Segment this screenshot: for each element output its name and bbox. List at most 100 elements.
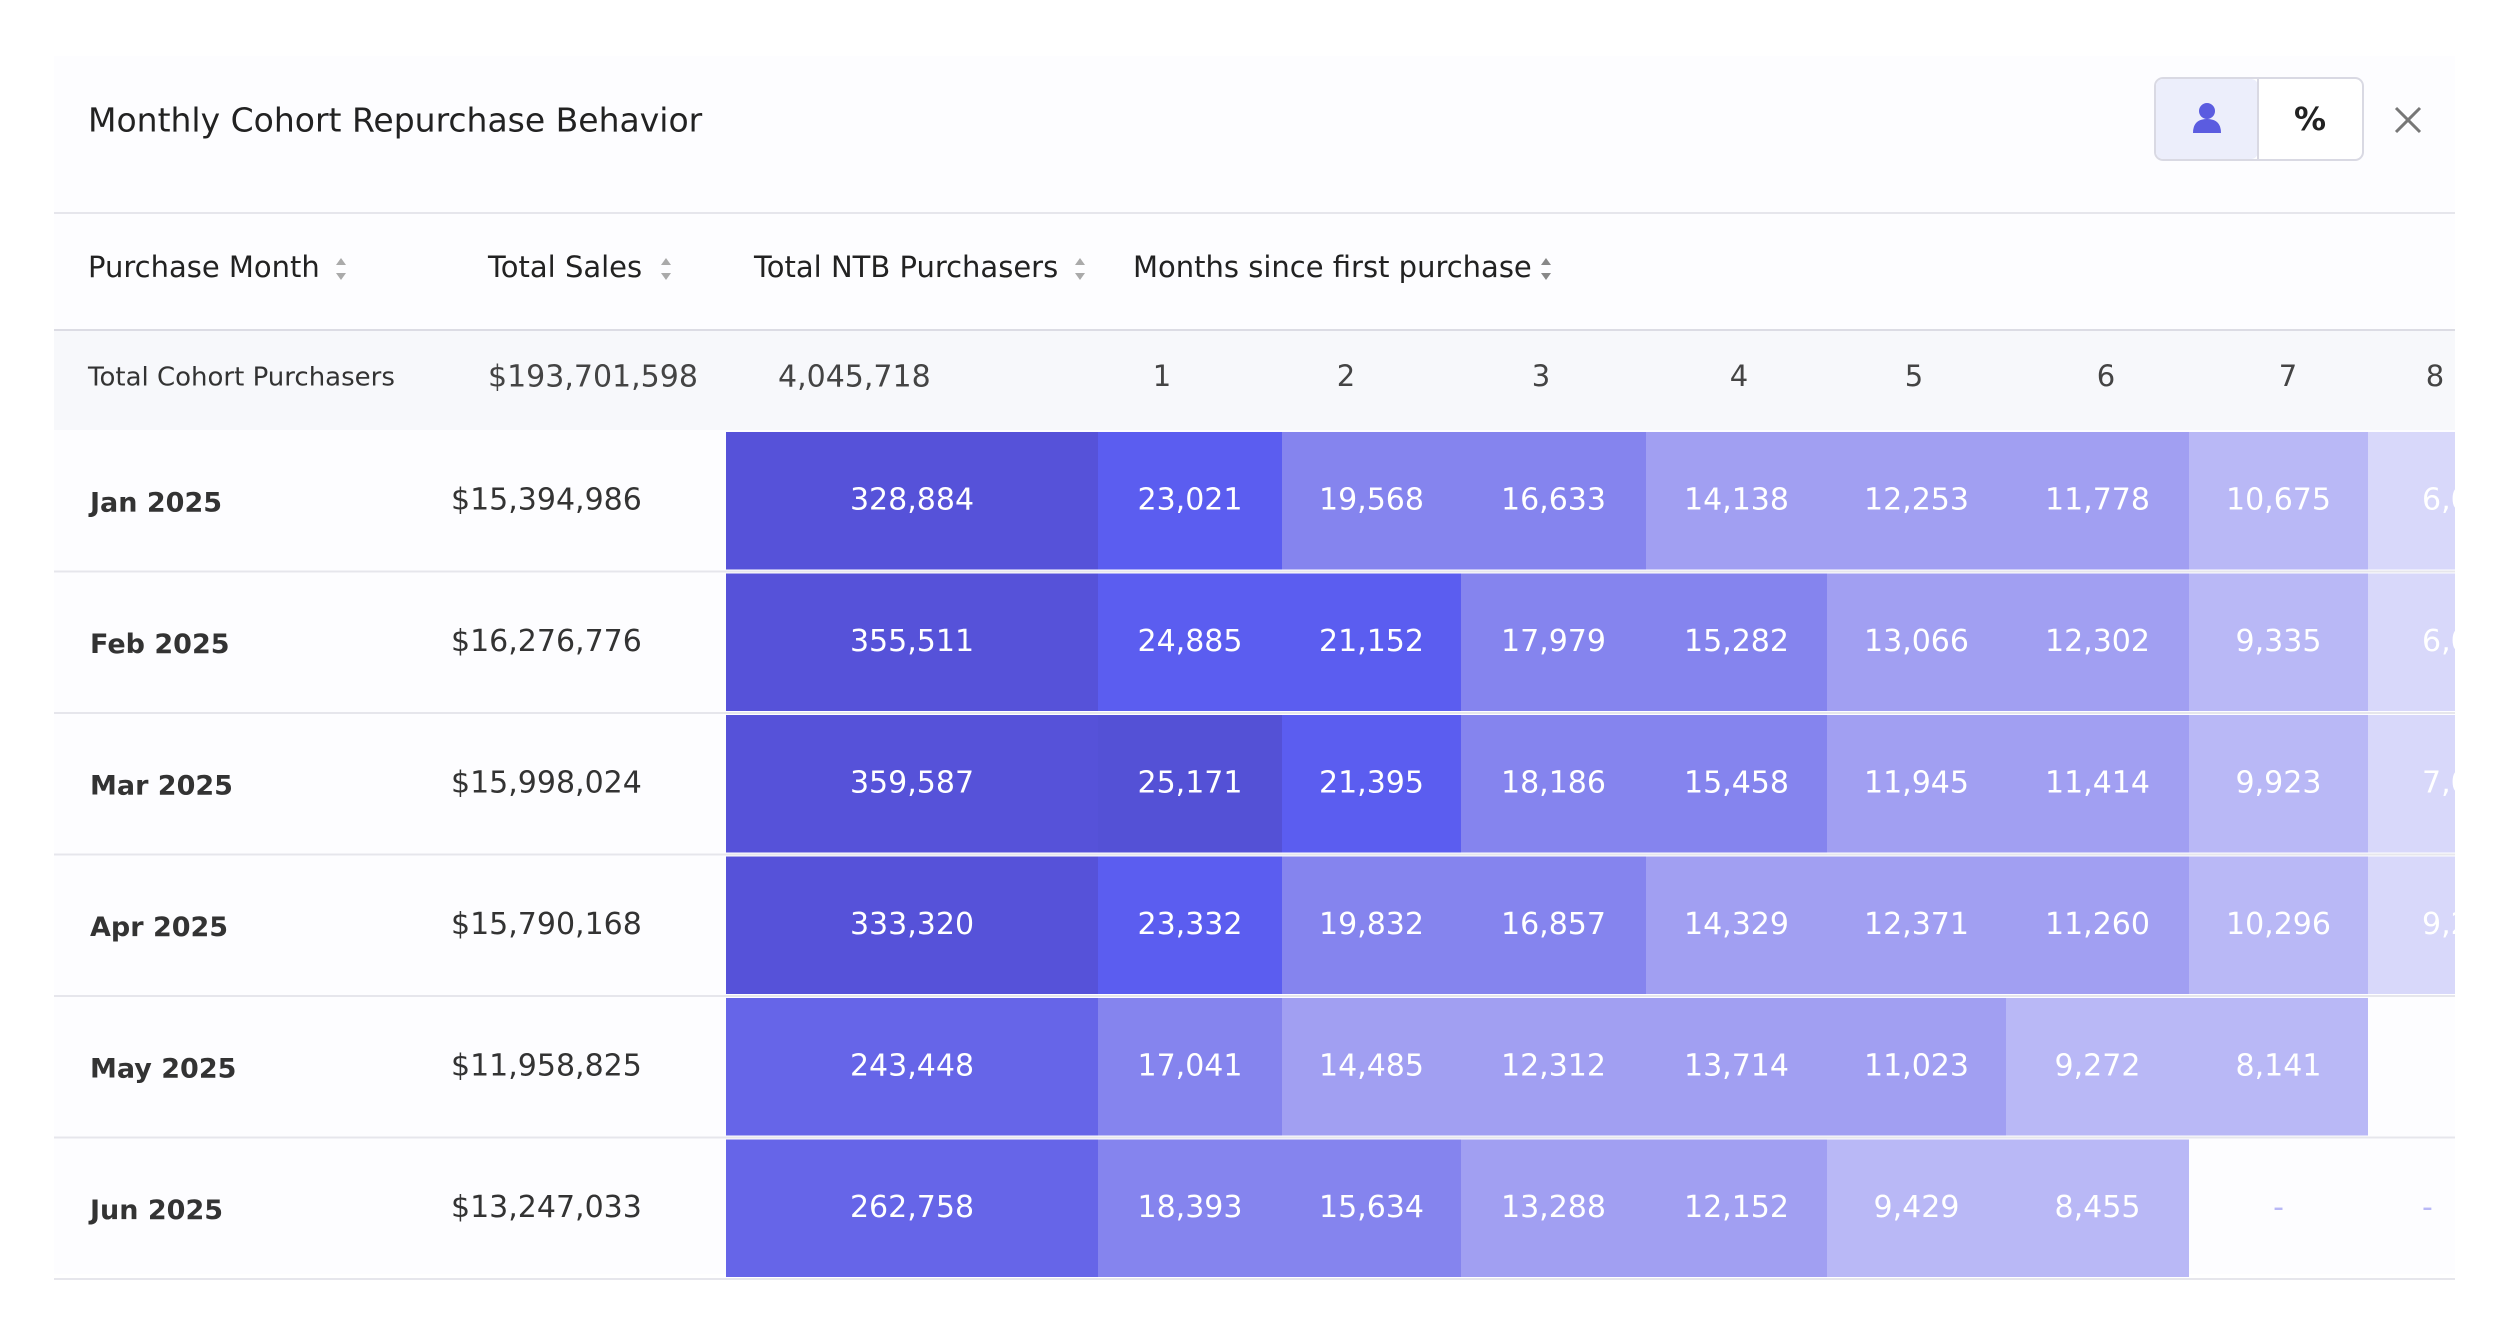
heat-cell xyxy=(1098,432,1282,570)
month-index: 6 xyxy=(2097,359,2115,393)
cohort-value: 17,979 xyxy=(1501,624,1606,659)
column-header[interactable]: Total Sales xyxy=(487,250,642,284)
cohort-value: 18,393 xyxy=(1138,1190,1243,1225)
sort-icon[interactable] xyxy=(661,258,671,280)
heat-cell xyxy=(2006,715,2189,853)
heat-cell xyxy=(1098,573,1282,711)
heat-cell xyxy=(1282,1139,1461,1277)
row-sales: $16,276,776 xyxy=(451,624,642,659)
heat-cell xyxy=(726,856,1098,994)
month-index: 8 xyxy=(2426,359,2444,393)
row-month: Apr 2025 xyxy=(90,912,228,943)
month-index: 3 xyxy=(1532,359,1550,393)
heat-cell xyxy=(1461,573,1646,711)
column-header[interactable]: Total NTB Purchasers xyxy=(753,250,1058,284)
cohort-value: - xyxy=(2273,1190,2284,1225)
ntb-value: 328,884 xyxy=(850,482,974,517)
sort-icon[interactable] xyxy=(1541,258,1551,280)
totals-label: Total Cohort Purchasers xyxy=(87,363,395,393)
row-sales: $15,790,168 xyxy=(451,907,642,942)
row-month: Mar 2025 xyxy=(90,770,233,801)
heat-cell xyxy=(1461,856,1646,994)
sort-icon[interactable] xyxy=(336,258,346,280)
totals-sales: $193,701,598 xyxy=(488,360,698,395)
heat-cell xyxy=(1461,715,1646,853)
heat-cell xyxy=(726,573,1098,711)
cohort-value: 17,041 xyxy=(1138,1048,1243,1083)
column-header[interactable]: Purchase Month xyxy=(88,250,320,284)
ntb-value: 262,758 xyxy=(850,1190,974,1225)
cohort-value: 13,714 xyxy=(1684,1048,1789,1083)
heat-cell xyxy=(1098,1139,1282,1277)
heat-cell xyxy=(2368,715,2455,853)
cohort-value: 13,288 xyxy=(1501,1190,1606,1225)
row-month: Jan 2025 xyxy=(88,487,222,518)
heat-cell xyxy=(1098,998,1282,1136)
cohort-value: 21,152 xyxy=(1319,624,1424,659)
percent-view-button[interactable]: % xyxy=(2294,100,2326,138)
heat-cell xyxy=(2006,573,2189,711)
ntb-value: 359,587 xyxy=(850,765,974,800)
cohort-value: 9,429 xyxy=(1874,1190,1960,1225)
cohort-value: 9,335 xyxy=(2236,624,2322,659)
heat-cell xyxy=(1461,1139,1646,1277)
cohort-value: 6,0 xyxy=(2422,624,2470,659)
cohort-value: 10,675 xyxy=(2226,482,2331,517)
heat-cell xyxy=(1282,432,1461,570)
ntb-value: 243,448 xyxy=(850,1048,974,1083)
cohort-value: 21,395 xyxy=(1319,765,1424,800)
cohort-value: 7,0 xyxy=(2422,765,2470,800)
heat-cell xyxy=(1282,856,1461,994)
heat-cell xyxy=(1098,856,1282,994)
cohort-value: 14,329 xyxy=(1684,907,1789,942)
row-month: Jun 2025 xyxy=(88,1195,223,1226)
cohort-value: 9,272 xyxy=(2055,1048,2141,1083)
heat-cell xyxy=(2368,856,2455,994)
cohort-value: 24,885 xyxy=(1138,624,1243,659)
totals-row-bg xyxy=(54,330,2455,430)
cohort-value: 12,152 xyxy=(1684,1190,1789,1225)
cohort-value: 15,458 xyxy=(1684,765,1789,800)
cohort-value: 11,945 xyxy=(1864,765,1969,800)
cohort-value: 12,371 xyxy=(1864,907,1969,942)
cohort-value: 12,302 xyxy=(2045,624,2150,659)
heat-cell xyxy=(1646,998,1827,1136)
cohort-value: - xyxy=(2422,1190,2433,1225)
row-sales: $11,958,825 xyxy=(451,1048,642,1083)
heat-cell xyxy=(1282,998,1461,1136)
cohort-value: 23,021 xyxy=(1138,482,1243,517)
cohort-value: 19,568 xyxy=(1319,482,1424,517)
heat-cell xyxy=(2006,432,2189,570)
cohort-value: 9,923 xyxy=(2236,765,2322,800)
heat-cell xyxy=(2189,432,2368,570)
row-month: May 2025 xyxy=(90,1053,236,1084)
heat-cell xyxy=(2006,998,2189,1136)
heat-cell xyxy=(1646,856,1827,994)
cohort-value: 11,023 xyxy=(1864,1048,1969,1083)
month-index: 1 xyxy=(1153,359,1171,393)
cohort-value: 8,455 xyxy=(2055,1190,2141,1225)
month-index: 5 xyxy=(1905,359,1923,393)
heat-cell xyxy=(1646,1139,1827,1277)
row-sales: $13,247,033 xyxy=(451,1190,642,1225)
cohort-value: 12,253 xyxy=(1864,482,1969,517)
cohort-value: 11,414 xyxy=(2045,765,2150,800)
month-index: 7 xyxy=(2279,359,2297,393)
heat-cell xyxy=(1827,1139,2006,1277)
heat-cell xyxy=(2189,573,2368,711)
cohort-value: 11,778 xyxy=(2045,482,2150,517)
cohort-value: 6,0 xyxy=(2422,482,2470,517)
cohort-value: 25,171 xyxy=(1138,765,1243,800)
heat-cell xyxy=(1461,998,1646,1136)
heat-cell xyxy=(1827,432,2006,570)
sort-icon[interactable] xyxy=(1075,258,1085,280)
person-icon xyxy=(2199,103,2215,119)
heat-cell xyxy=(2368,432,2455,570)
close-button[interactable] xyxy=(2394,106,2422,134)
cohort-value: 23,332 xyxy=(1138,907,1243,942)
heat-cell xyxy=(2006,856,2189,994)
column-header[interactable]: Months since first purchase xyxy=(1133,250,1532,284)
cohort-value: 15,634 xyxy=(1319,1190,1424,1225)
